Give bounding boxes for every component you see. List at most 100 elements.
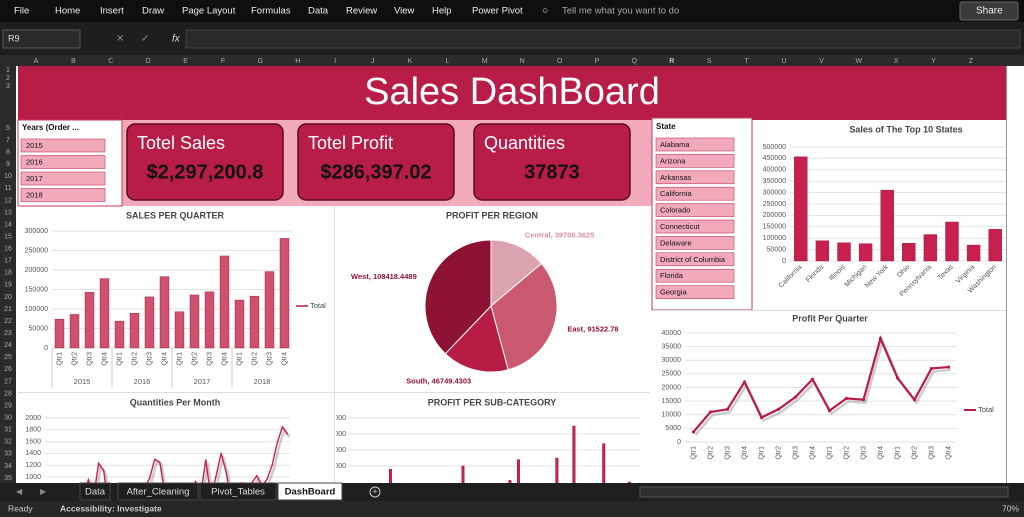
slicer-item[interactable] (655, 170, 735, 185)
row-header[interactable]: 1 (6, 67, 10, 74)
slicer-item[interactable] (655, 285, 735, 299)
menu-item[interactable]: Data (308, 6, 329, 17)
sheet-tab-label[interactable]: After_Cleaning (127, 487, 190, 498)
row-header[interactable]: 19 (4, 282, 12, 289)
row-header[interactable]: 29 (4, 402, 12, 409)
row-header[interactable]: 23 (4, 330, 12, 337)
accessibility-status[interactable]: Accessibility: Investigate (60, 503, 162, 513)
slicer-item[interactable] (655, 236, 735, 250)
slicer-item[interactable] (20, 155, 106, 169)
sheet-tab-label[interactable]: Data (85, 487, 106, 498)
cancel-icon[interactable]: ✕ (116, 34, 124, 45)
row-header[interactable]: 3 (6, 83, 10, 90)
column-header[interactable]: O (557, 58, 563, 65)
row-header[interactable]: 2 (6, 75, 10, 82)
column-header[interactable]: Z (969, 58, 974, 65)
slicer-item[interactable] (655, 219, 735, 234)
row-header[interactable]: 15 (4, 233, 12, 240)
column-header[interactable]: M (482, 58, 488, 65)
slicer-item[interactable] (20, 188, 106, 202)
column-header[interactable]: F (221, 58, 225, 65)
row-header[interactable]: 33 (4, 451, 12, 458)
column-header[interactable]: B (71, 58, 76, 65)
row-header[interactable]: 30 (4, 414, 12, 421)
share-button[interactable] (959, 1, 1019, 21)
column-header[interactable]: G (258, 58, 263, 65)
column-header[interactable]: L (445, 58, 449, 65)
menu-item[interactable]: File (14, 6, 29, 17)
sheet-tab-label[interactable]: Pivot_Tables (211, 487, 265, 498)
horizontal-scrollbar[interactable] (639, 486, 1009, 498)
enter-icon[interactable]: ✓ (141, 34, 149, 45)
menu-item[interactable]: View (394, 6, 415, 17)
slicer-item[interactable] (655, 252, 735, 267)
row-header[interactable]: 12 (4, 197, 12, 204)
column-header[interactable]: D (146, 58, 151, 65)
row-header[interactable]: 8 (6, 149, 10, 156)
zoom-level[interactable]: 70% (1002, 503, 1019, 513)
slicer-item[interactable] (20, 171, 106, 186)
column-header[interactable]: S (707, 58, 712, 65)
column-header[interactable]: N (520, 58, 525, 65)
fx-label[interactable]: fx (172, 34, 181, 45)
column-header[interactable]: T (744, 58, 749, 65)
sheet-tab[interactable] (277, 482, 343, 501)
column-header[interactable]: R (669, 58, 674, 65)
menu-item[interactable]: Insert (100, 6, 124, 17)
sheet-tab[interactable] (117, 482, 199, 501)
row-header[interactable]: 5 (6, 125, 10, 132)
row-header[interactable]: 13 (4, 209, 12, 216)
column-header[interactable]: U (781, 58, 786, 65)
row-header[interactable]: 25 (4, 354, 12, 361)
slicer-item[interactable] (655, 268, 735, 283)
menu-item[interactable]: Power Pivot (472, 6, 523, 17)
row-header[interactable]: 21 (4, 306, 12, 313)
row-header[interactable]: 11 (4, 185, 11, 192)
slicer-item[interactable] (655, 186, 735, 201)
menu-item[interactable]: Home (55, 6, 80, 17)
row-header[interactable]: 24 (4, 342, 12, 349)
row-header[interactable]: 10 (4, 173, 12, 180)
new-sheet-button[interactable] (369, 486, 381, 498)
tab-scroll-right[interactable]: ▶ (40, 487, 47, 496)
search-box[interactable]: Tell me what you want to do (562, 6, 679, 17)
menu-item[interactable]: Draw (142, 6, 164, 17)
sheet-tab-label[interactable]: DashBoard (285, 487, 336, 498)
slicer-item[interactable] (655, 154, 735, 168)
row-header[interactable]: 14 (4, 221, 12, 228)
slicer-item[interactable] (20, 138, 106, 153)
row-header[interactable]: 28 (4, 390, 12, 397)
menu-item[interactable]: Help (432, 6, 452, 17)
row-header[interactable]: 9 (6, 161, 10, 168)
column-header[interactable]: V (819, 58, 824, 65)
row-header[interactable]: 32 (4, 439, 12, 446)
row-header[interactable]: 18 (4, 270, 12, 277)
formula-input[interactable] (185, 29, 1021, 49)
column-header[interactable]: I (334, 58, 336, 65)
column-header[interactable]: C (108, 58, 113, 65)
slicer-item[interactable] (655, 137, 735, 152)
column-header[interactable]: K (408, 58, 413, 65)
row-header[interactable]: 22 (4, 318, 12, 325)
sheet-tab[interactable] (79, 482, 111, 501)
menu-item[interactable]: Page Layout (182, 6, 236, 17)
column-header[interactable]: Y (931, 58, 936, 65)
column-header[interactable]: H (295, 58, 300, 65)
row-header[interactable]: 34 (4, 463, 12, 470)
row-header[interactable]: 7 (6, 137, 10, 144)
row-header[interactable]: 31 (4, 427, 12, 434)
row-header[interactable]: 27 (4, 378, 12, 385)
name-box[interactable] (2, 29, 81, 49)
tab-scroll-left[interactable]: ◀ (16, 487, 23, 496)
column-header[interactable]: W (855, 58, 862, 65)
row-header[interactable]: 16 (4, 246, 12, 253)
column-header[interactable]: X (894, 58, 899, 65)
menu-item[interactable]: Formulas (251, 6, 291, 17)
row-header[interactable]: 26 (4, 366, 12, 373)
sheet-tab[interactable] (199, 482, 277, 501)
menu-item[interactable]: Review (346, 6, 377, 17)
column-header[interactable]: J (371, 58, 375, 65)
row-header[interactable]: 35 (4, 475, 12, 482)
column-header[interactable]: P (595, 58, 600, 65)
column-header[interactable]: E (183, 58, 188, 65)
